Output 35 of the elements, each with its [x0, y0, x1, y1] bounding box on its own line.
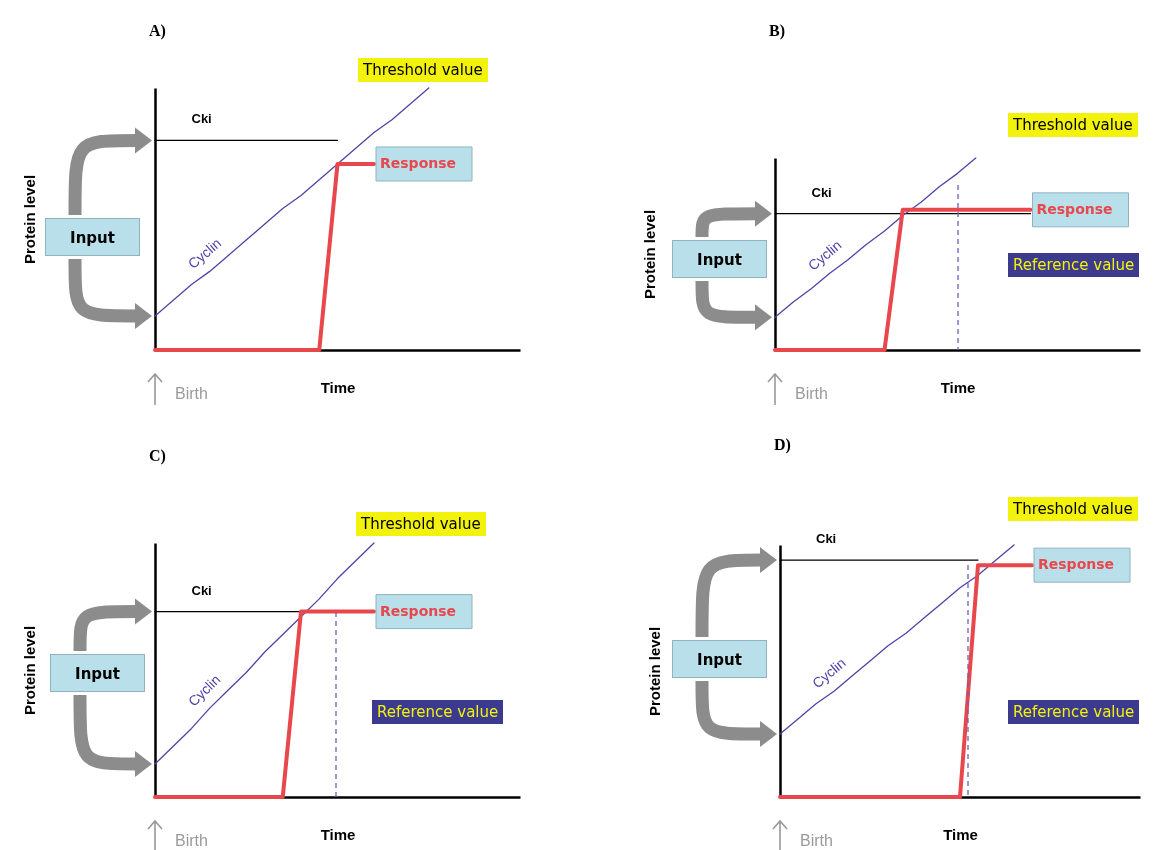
series-label: Response [380, 602, 457, 619]
x-axis-title: Time [940, 378, 976, 396]
series-label: Response [380, 154, 457, 171]
x-axis-title: Time [320, 825, 356, 843]
chart-title: D) [774, 436, 791, 455]
y-axis-title: Protein level [20, 174, 38, 265]
text: Threshold value [1008, 497, 1138, 521]
series-label: Cki [191, 111, 212, 127]
x-axis-title: Time [320, 378, 356, 396]
y-axis-title: Protein level [20, 625, 38, 716]
series-label: Response [1038, 556, 1115, 573]
annotation: Reference value [1008, 700, 1140, 724]
text: Input [50, 654, 145, 692]
x-axis-title: Time [943, 825, 978, 843]
chart-title: C) [149, 447, 166, 466]
text: Birth [175, 385, 208, 403]
text: Birth [175, 832, 208, 850]
text: Threshold value [1008, 113, 1138, 137]
series-label: Cki [191, 582, 212, 598]
text: Birth [800, 832, 833, 850]
text: Threshold value [358, 58, 488, 82]
chart-title: A) [149, 22, 166, 41]
series-label: Cki [816, 531, 837, 547]
chart-title: B) [769, 22, 785, 41]
y-axis-title: Protein level [640, 209, 658, 300]
text: Input [672, 640, 767, 678]
series-label: Cki [811, 184, 832, 200]
annotation: Reference value [1008, 253, 1140, 277]
text: Input [45, 218, 140, 256]
series-label: Response [1036, 200, 1113, 217]
text: Threshold value [356, 512, 486, 536]
text: Birth [795, 385, 828, 403]
y-axis-title: Protein level [645, 626, 663, 717]
text: Input [672, 240, 767, 278]
annotation: Reference value [372, 700, 504, 724]
